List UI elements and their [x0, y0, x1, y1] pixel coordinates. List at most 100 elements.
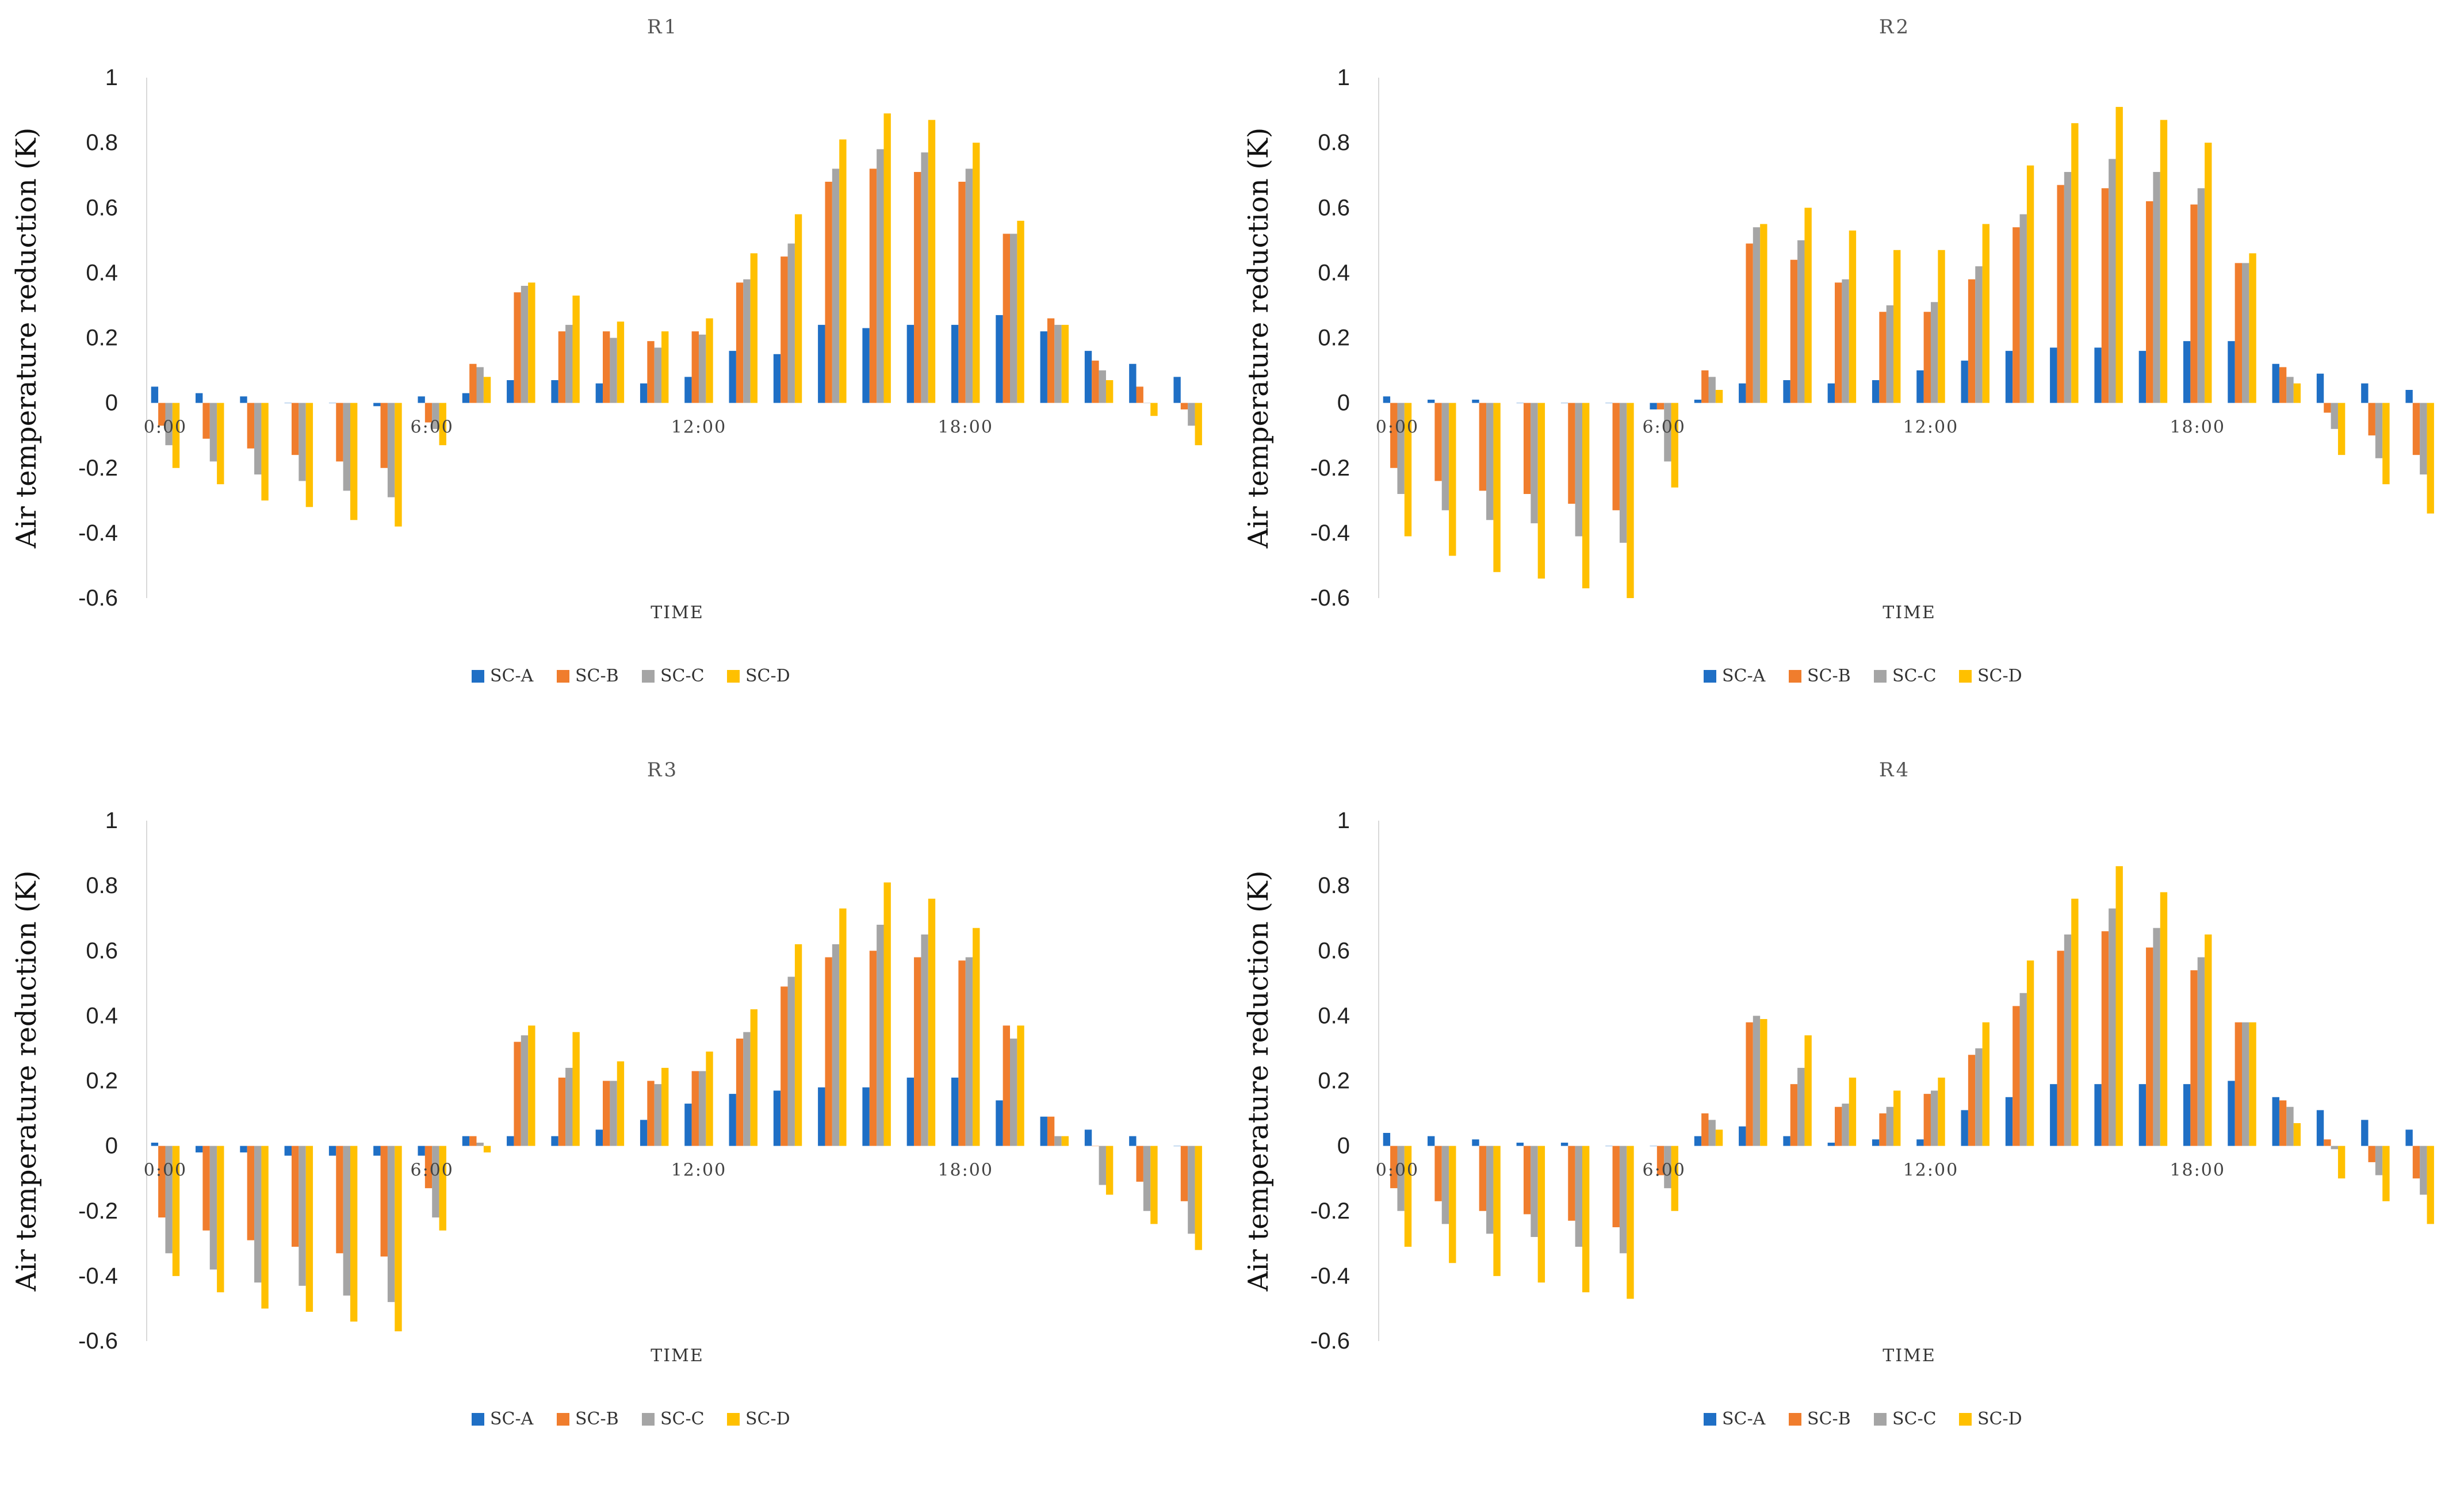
bar-sc-d-h23	[1195, 403, 1202, 446]
bar-sc-b-h16	[2101, 931, 2109, 1146]
bar-sc-d-h19	[2249, 253, 2256, 403]
bar-sc-a-h22	[1129, 1136, 1137, 1146]
bar-sc-a-h16	[862, 328, 870, 403]
bar-sc-c-h15	[2064, 172, 2072, 403]
bar-sc-b-h18	[958, 960, 966, 1146]
x-tick-label: 18:00	[2170, 418, 2225, 438]
bar-sc-d-h1	[1449, 1146, 1456, 1263]
legend-swatch-sc-d	[1959, 1413, 1972, 1426]
legend-swatch-sc-b	[1789, 670, 1801, 683]
bar-sc-b-h15	[825, 957, 832, 1146]
bar-sc-d-h5	[1627, 1146, 1634, 1299]
legend-label-sc-b: SC-B	[575, 666, 619, 686]
chart-title: R3	[647, 759, 679, 782]
bar-sc-b-h3	[291, 403, 299, 455]
bar-sc-d-h6	[1671, 1146, 1678, 1211]
bar-sc-b-h23	[2412, 1146, 2420, 1179]
bar-sc-a-h14	[2005, 1097, 2013, 1146]
bar-sc-c-h6	[432, 403, 439, 429]
bar-sc-c-h18	[965, 168, 973, 403]
legend-label-sc-c: SC-C	[1892, 1409, 1937, 1429]
legend-label-sc-d: SC-D	[1977, 1409, 2022, 1429]
bar-sc-c-h1	[209, 403, 217, 462]
bar-sc-d-h9	[572, 295, 580, 403]
bar-sc-b-h21	[1092, 1146, 1099, 1147]
bar-sc-b-h21	[1092, 361, 1099, 403]
bar-sc-c-h2	[1486, 1146, 1494, 1234]
bar-sc-d-h12	[1938, 1077, 1945, 1146]
legend-swatch-sc-a	[1704, 670, 1716, 683]
bar-sc-c-h20	[1054, 324, 1062, 403]
bar-sc-d-h7	[1715, 1129, 1723, 1146]
bar-sc-c-h3	[299, 1146, 306, 1286]
bar-sc-b-h21	[2324, 403, 2331, 413]
bar-sc-d-h4	[1582, 403, 1590, 589]
bar-sc-b-h4	[336, 1146, 343, 1254]
bar-sc-a-h16	[2094, 347, 2102, 403]
bar-sc-d-h13	[1982, 1022, 1989, 1146]
bar-sc-d-h14	[794, 214, 802, 403]
bar-sc-d-h1	[1449, 403, 1456, 556]
bar-sc-a-h20	[1040, 1116, 1047, 1146]
bar-sc-c-h13	[1975, 1048, 1983, 1146]
bar-sc-c-h8	[1753, 1016, 1761, 1146]
bar-sc-a-h17	[906, 324, 915, 403]
bar-sc-c-h11	[1886, 1106, 1894, 1146]
bar-sc-d-h9	[1804, 1035, 1812, 1146]
bar-sc-c-h21	[2331, 403, 2338, 429]
bar-sc-d-h13	[1982, 224, 1989, 403]
y-tick-label: 0.8	[1318, 130, 1350, 155]
bar-sc-d-h19	[1017, 220, 1024, 403]
bar-sc-c-h4	[1575, 1146, 1582, 1247]
bar-sc-a-h6	[1650, 1146, 1657, 1147]
bar-sc-c-h1	[1441, 1146, 1449, 1224]
bar-sc-a-h21	[1084, 351, 1092, 403]
bar-sc-b-h9	[558, 1077, 566, 1146]
bar-sc-a-h0	[151, 386, 159, 403]
bar-sc-c-h15	[832, 944, 840, 1146]
bar-sc-d-h13	[750, 253, 757, 403]
bar-sc-a-h21	[2316, 1110, 2324, 1146]
bar-sc-b-h23	[1180, 403, 1188, 409]
bar-sc-b-h16	[869, 168, 877, 403]
bar-sc-c-h9	[1797, 240, 1805, 403]
bar-sc-b-h12	[691, 331, 699, 403]
bar-sc-d-h5	[395, 1146, 402, 1332]
bar-sc-d-h15	[839, 139, 847, 403]
legend-swatch-sc-c	[1874, 670, 1887, 683]
y-tick-label: -0.6	[1310, 1328, 1350, 1354]
chart-r4: R4 1 0.8 0.6 0.4 0.2 0 -0.2 -0.4 -0.6 Air temperat…	[1242, 759, 2434, 1429]
y-tick-label: 0.2	[86, 325, 118, 351]
bar-sc-d-h8	[1760, 1019, 1767, 1146]
bar-sc-d-h19	[1017, 1025, 1024, 1146]
bar-sc-d-h3	[1537, 403, 1545, 579]
y-axis-title: Air temperature reduction (K)	[1242, 128, 1275, 549]
bar-sc-d-h4	[350, 403, 358, 520]
y-tick-label: 0.4	[86, 260, 118, 285]
bar-sc-a-h23	[1173, 377, 1181, 403]
bar-sc-c-h21	[1099, 1146, 1106, 1185]
bar-sc-d-h21	[2337, 1146, 2346, 1179]
bar-sc-c-h14	[2019, 214, 2027, 403]
bar-sc-d-h15	[2071, 898, 2079, 1146]
bar-sc-b-h15	[2057, 185, 2064, 403]
legend-label-sc-a: SC-A	[1722, 666, 1766, 686]
legend-swatch-sc-b	[557, 1413, 569, 1426]
bar-sc-b-h17	[914, 957, 921, 1146]
bar-sc-b-h0	[1390, 1146, 1398, 1189]
legend-swatch-sc-c	[642, 670, 655, 683]
bar-sc-c-h7	[1708, 377, 1716, 403]
bar-sc-b-h7	[469, 363, 477, 403]
bar-sc-a-h3	[1516, 403, 1524, 404]
bar-sc-b-h22	[2368, 1146, 2375, 1162]
bar-sc-a-h21	[2316, 373, 2324, 403]
bar-sc-b-h19	[2235, 263, 2243, 403]
y-tick-label: -0.4	[78, 520, 118, 546]
y-tick-label: 0.2	[86, 1068, 118, 1094]
bar-sc-a-h4	[1560, 403, 1568, 404]
bar-sc-d-h2	[261, 403, 269, 501]
bar-sc-d-h11	[661, 1067, 669, 1146]
bar-sc-a-h15	[2050, 347, 2057, 403]
bar-sc-a-h12	[1916, 1139, 1924, 1146]
bar-sc-a-h19	[996, 1100, 1003, 1146]
